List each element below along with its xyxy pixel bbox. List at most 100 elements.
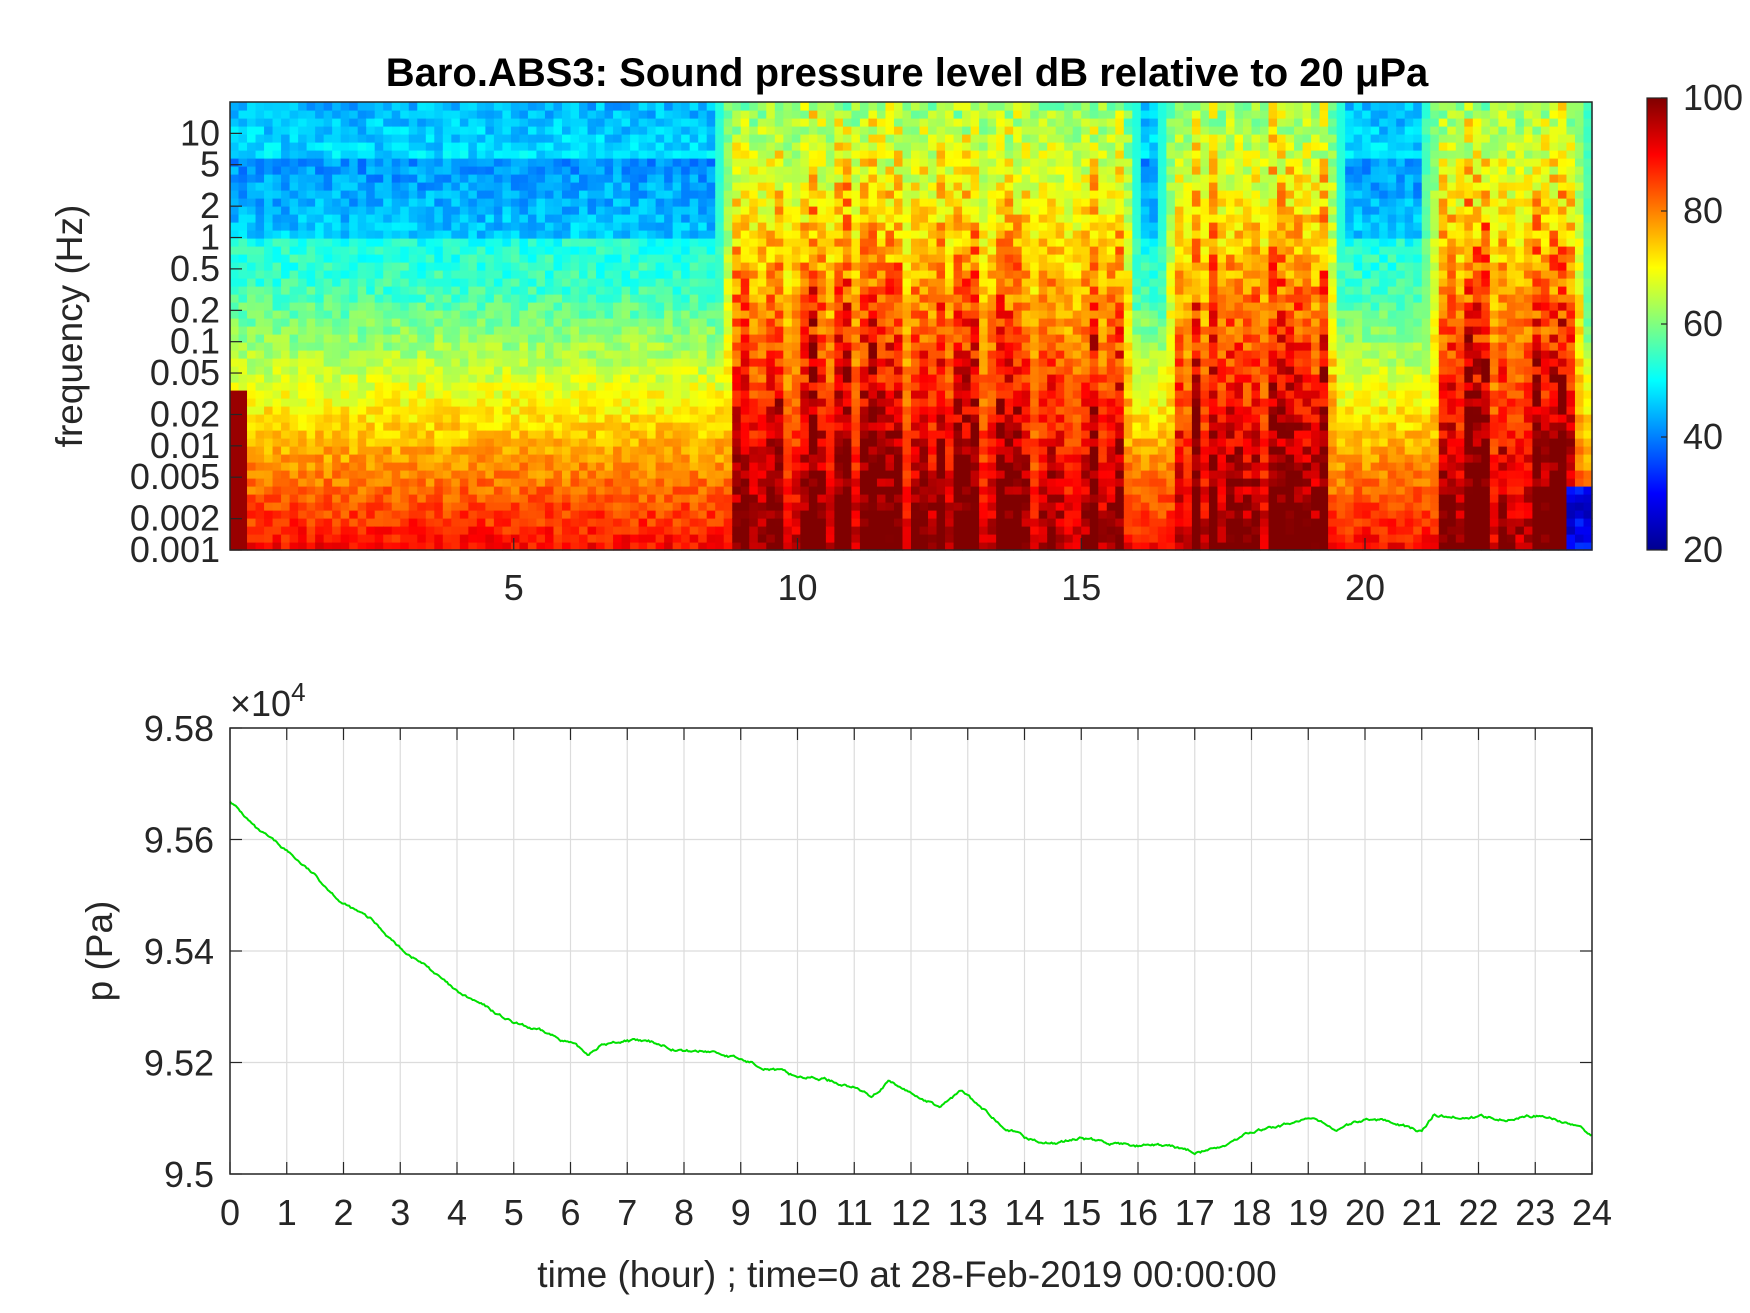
spectrogram-cell (876, 302, 887, 311)
spectrogram-cell (808, 118, 818, 127)
spectrogram-cell (962, 310, 972, 319)
spectrogram-cell (374, 414, 384, 423)
spectrogram-cell (638, 326, 648, 335)
spectrogram-cell (587, 542, 597, 551)
spectrogram-cell (391, 510, 401, 519)
spectrogram-cell (979, 246, 989, 255)
spectrogram-cell (732, 102, 742, 111)
spectrogram-cell (519, 454, 529, 463)
spectrogram-cell (400, 350, 410, 359)
spectrogram-cell (681, 278, 691, 287)
spectrogram-cell (340, 486, 350, 495)
spectrogram-cell (885, 478, 895, 487)
spectrogram-cell (698, 358, 708, 367)
spectrogram-cell (349, 294, 359, 303)
spectrogram-cell (459, 190, 469, 199)
spectrogram-cell (876, 510, 887, 519)
spectrogram-cell (298, 214, 308, 223)
spectrogram-cell (476, 334, 486, 343)
spectrogram-cell (740, 174, 750, 183)
spectrogram-cell (698, 414, 708, 423)
spectrogram-cell (825, 262, 835, 271)
spectrogram-cell (936, 310, 946, 319)
spectrogram-cell (842, 358, 853, 367)
spectrogram-cell (817, 518, 827, 527)
spectrogram-cell (264, 502, 274, 511)
spectrogram-cell (698, 390, 708, 399)
spectrogram-cell (468, 166, 478, 175)
spectrogram-cell (230, 246, 240, 255)
spectrogram-cell (766, 350, 776, 359)
spectrogram-cell (902, 222, 912, 231)
spectrogram-cell (306, 238, 316, 247)
spectrogram-cell (953, 126, 963, 135)
spectrogram-cell (587, 438, 597, 447)
spectrogram-cell (332, 350, 342, 359)
spectrogram-cell (800, 270, 810, 279)
spectrogram-cell (962, 502, 972, 511)
spectrogram-cell (638, 198, 648, 207)
spectrogram-cell (970, 438, 980, 447)
spectrogram-cell (570, 158, 580, 167)
spectrogram-cell (374, 510, 384, 519)
spectrogram-cell (698, 502, 708, 511)
spectrogram-cell (723, 150, 733, 159)
spectrogram-cell (519, 406, 529, 415)
spectrogram-cell (519, 446, 529, 455)
spectrogram-cell (638, 118, 648, 127)
spectrogram-cell (723, 342, 733, 351)
spectrogram-cell (544, 502, 555, 511)
spectrogram-cell (476, 270, 486, 279)
spectrogram-cell (740, 486, 750, 495)
spectrogram-cell (332, 118, 342, 127)
spectrogram-cell (911, 110, 921, 119)
spectrogram-cell (893, 222, 904, 231)
spectrogram-cell (757, 310, 767, 319)
spectrogram-cell (953, 430, 963, 439)
spectrogram-cell (502, 294, 512, 303)
spectrogram-cell (264, 430, 274, 439)
spectrogram-cell (664, 262, 674, 271)
spectrogram-cell (893, 310, 904, 319)
spectrogram-cell (757, 486, 767, 495)
spectrogram-cell (630, 350, 640, 359)
spectrogram-cell (706, 294, 716, 303)
spectrogram-cell (817, 206, 827, 215)
spectrogram-cell (715, 334, 725, 343)
spectrogram-cell (706, 398, 716, 407)
spectrogram-cell (502, 174, 512, 183)
spectrogram-cell (502, 454, 512, 463)
spectrogram-cell (732, 406, 742, 415)
spectrogram-cell (527, 478, 538, 487)
spectrogram-cell (476, 318, 486, 327)
spectrogram-cell (817, 286, 827, 295)
spectrogram-cell (630, 182, 640, 191)
spectrogram-cell (544, 262, 555, 271)
spectrogram-cell (604, 190, 614, 199)
spectrogram-cell (340, 334, 350, 343)
spectrogram-cell (442, 326, 452, 335)
spectrogram-cell (689, 110, 699, 119)
spectrogram-cell (817, 254, 827, 263)
spectrogram-cell (757, 270, 767, 279)
spectrogram-cell (647, 166, 657, 175)
spectrogram-cell (655, 238, 665, 247)
spectrogram-cell (851, 430, 861, 439)
spectrogram-cell (962, 534, 972, 543)
spectrogram-cell (238, 470, 248, 479)
spectrogram-cell (638, 454, 648, 463)
spectrogram-cell (587, 326, 597, 335)
spectrogram-cell (366, 454, 376, 463)
spectrogram-cell (740, 406, 750, 415)
spectrogram-cell (902, 110, 912, 119)
spectrogram-cell (876, 518, 887, 527)
spectrogram-cell (774, 302, 784, 311)
spectrogram-cell (570, 166, 580, 175)
spectrogram-cell (698, 422, 708, 431)
spectrogram-cell (527, 134, 538, 143)
spectrogram-cell (298, 222, 308, 231)
spectrogram-cell (791, 110, 801, 119)
spectrogram-cell (425, 230, 435, 239)
spectrogram-cell (281, 374, 291, 383)
spectrogram-cell (928, 198, 938, 207)
